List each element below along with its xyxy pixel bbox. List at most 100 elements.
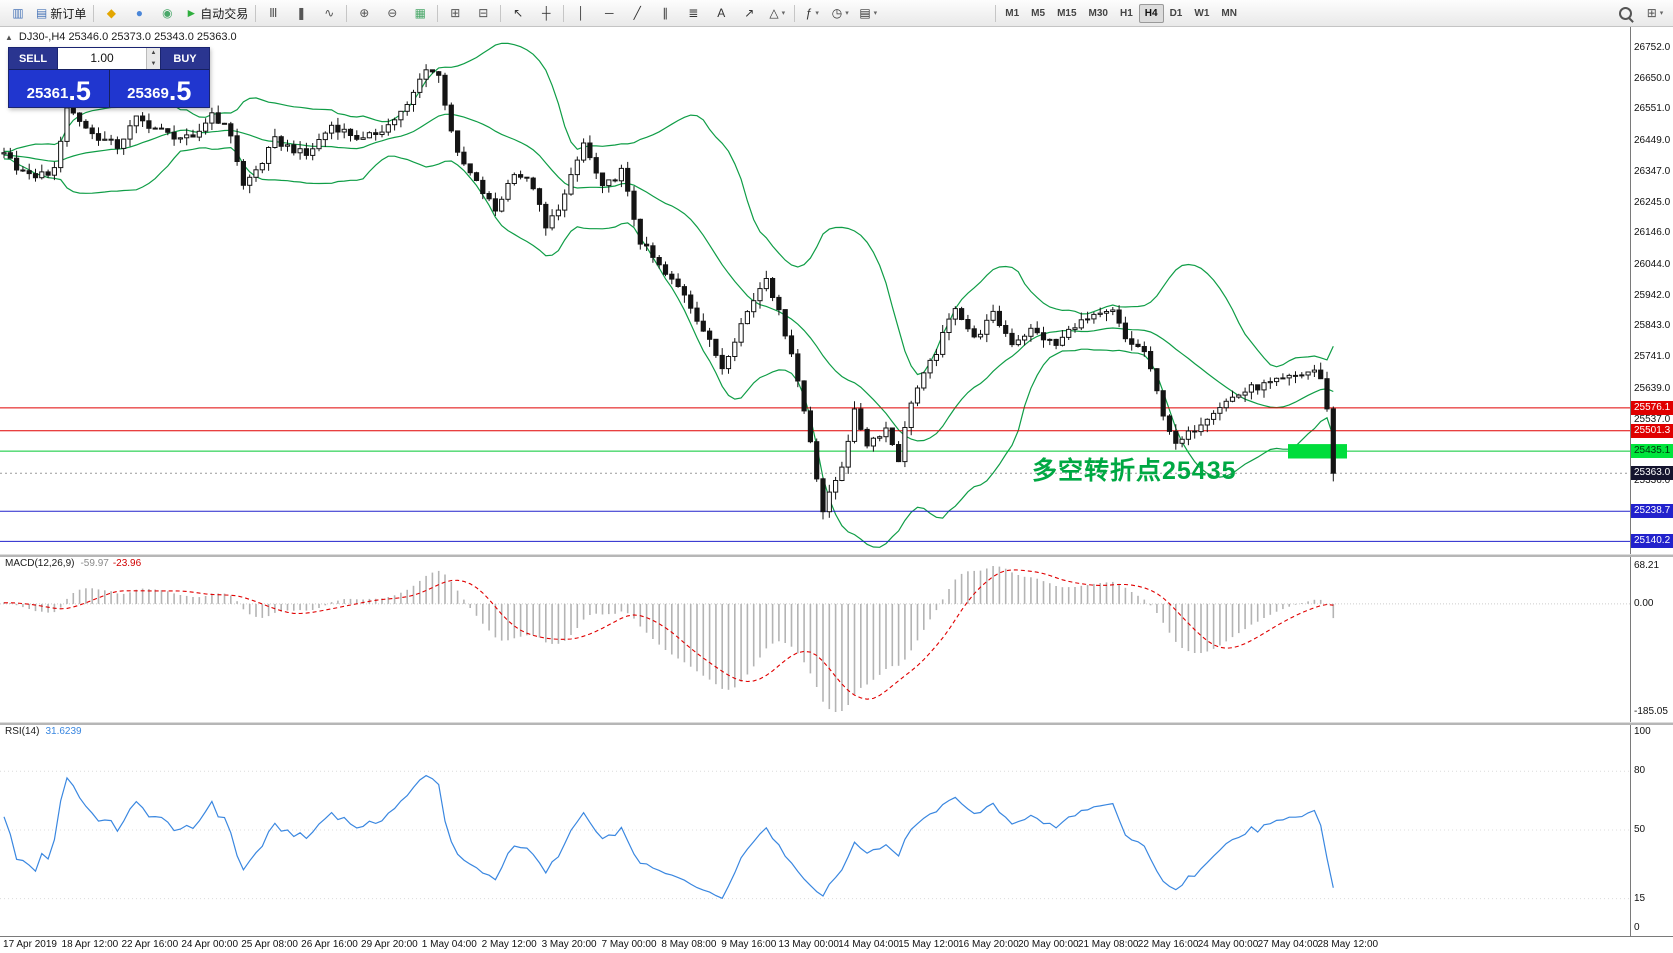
- time-label: 27 May 04:00: [1257, 939, 1319, 950]
- cursor-icon[interactable]: ↖: [504, 2, 532, 25]
- rsi-levels: [0, 770, 1631, 900]
- templates-icon[interactable]: ▤ ▾: [854, 2, 882, 25]
- toolbar-separator: [255, 4, 257, 22]
- new-order-button[interactable]: ▤ 新订单: [32, 2, 90, 25]
- price-tick-25942.0: 25942.0: [1634, 289, 1671, 301]
- volume-up-button[interactable]: ▲: [147, 48, 160, 59]
- collapse-icon[interactable]: ▲: [5, 32, 13, 42]
- market-icon[interactable]: ◉: [153, 2, 181, 25]
- new-chart-icon[interactable]: ⊞ ▾: [1641, 2, 1669, 25]
- rsi-scale-0: 0: [1634, 922, 1640, 933]
- charts-toggle-icon[interactable]: ▥: [4, 2, 32, 25]
- time-label: 22 Apr 16:00: [121, 939, 179, 950]
- zoom-out-icon[interactable]: ⊖: [378, 2, 406, 25]
- periods-icon[interactable]: ◷ ▾: [826, 2, 854, 25]
- price-tick-25741.0: 25741.0: [1634, 351, 1671, 363]
- one-click-trading-panel: SELL 1.00 ▲ ▼ BUY 25361.5 25369.5: [8, 47, 210, 108]
- price-tag-25140.2: 25140.2: [1631, 534, 1673, 549]
- timeframe-m5[interactable]: M5: [1031, 7, 1046, 19]
- tile-windows-icon-glyph: ⊞: [450, 6, 461, 20]
- price-tick-26146.0: 26146.0: [1634, 227, 1671, 239]
- sell-price-main: 25361: [26, 85, 69, 102]
- price-tag-25238.7: 25238.7: [1631, 504, 1673, 519]
- time-label: 16 May 20:00: [958, 939, 1019, 950]
- time-label: 1 May 04:00: [421, 939, 477, 950]
- charts-toggle-icon-glyph: ▥: [12, 6, 24, 20]
- volume-field[interactable]: 1.00 ▲ ▼: [57, 48, 161, 69]
- grid-icon[interactable]: ▦: [406, 2, 434, 25]
- text-icon[interactable]: A: [707, 2, 735, 25]
- new-order-button-glyph: ▤: [36, 6, 48, 20]
- chart-line-icon-glyph: ∿: [324, 6, 335, 20]
- trendline-icon[interactable]: ╱: [623, 2, 651, 25]
- community-icon-glyph: ●: [135, 6, 143, 20]
- chevron-down-icon: ▾: [873, 10, 878, 17]
- price-scale[interactable]: 26752.0 26650.0 26551.0 26449.0 26347.0 26245…: [1630, 27, 1673, 936]
- timeframe-m1[interactable]: M1: [1005, 7, 1020, 19]
- tile-windows-icon[interactable]: ⊞: [441, 2, 469, 25]
- buy-button[interactable]: BUY: [161, 48, 209, 69]
- rsi-scale-100: 100: [1634, 726, 1651, 737]
- main-price-pane[interactable]: [0, 27, 1631, 554]
- rsi-pane[interactable]: [0, 724, 1631, 936]
- timeframe-w1[interactable]: W1: [1194, 7, 1210, 19]
- time-label: 15 May 12:00: [898, 939, 959, 950]
- toolbar-separator: [995, 4, 997, 22]
- search-icon[interactable]: [1613, 2, 1641, 25]
- shapes-icon[interactable]: △ ▾: [763, 2, 791, 25]
- bollinger-bands: [3, 42, 1334, 548]
- vertical-line-icon[interactable]: │: [567, 2, 595, 25]
- horizontal-line-icon[interactable]: ─: [595, 2, 623, 25]
- macd-signal-value: -23.96: [112, 558, 142, 569]
- indicators-icon[interactable]: ƒ ▾: [798, 2, 826, 25]
- market-icon-glyph: ◉: [162, 6, 173, 20]
- chart-bars-icon-glyph: Ⅲ: [269, 6, 278, 20]
- zoom-in-icon[interactable]: ⊕: [350, 2, 378, 25]
- rsi-line: [3, 774, 1334, 900]
- timeframe-m15[interactable]: M15: [1057, 7, 1077, 19]
- volume-value[interactable]: 1.00: [90, 51, 114, 65]
- timeframe-mn[interactable]: MN: [1221, 7, 1237, 19]
- time-axis[interactable]: 17 Apr 2019 18 Apr 12:00 22 Apr 16:00 24 Ap…: [0, 936, 1673, 953]
- price-tick-26347.0: 26347.0: [1634, 165, 1671, 177]
- fibonacci-icon[interactable]: ≣: [679, 2, 707, 25]
- crosshair-icon[interactable]: ┼: [532, 2, 560, 25]
- price-tick-26551.0: 26551.0: [1634, 103, 1671, 115]
- autotrading-button[interactable]: ► 自动交易: [181, 2, 252, 25]
- cascade-windows-icon[interactable]: ⊟: [469, 2, 497, 25]
- sell-button[interactable]: SELL: [9, 48, 57, 69]
- volume-down-button[interactable]: ▼: [147, 58, 160, 69]
- arrow-tools-icon[interactable]: ↗: [735, 2, 763, 25]
- new-chart-icon-glyph: ⊞: [1646, 6, 1657, 20]
- highlight-rectangle[interactable]: [1288, 444, 1347, 459]
- price-tick-26044.0: 26044.0: [1634, 258, 1671, 270]
- chart-bars-icon[interactable]: Ⅲ: [259, 2, 287, 25]
- chart-annotation-text[interactable]: 多空转折点25435: [1032, 457, 1237, 485]
- chevron-down-icon: ▾: [845, 10, 849, 17]
- timeframe-h4[interactable]: H4: [1138, 3, 1164, 23]
- community-icon[interactable]: ●: [125, 2, 153, 25]
- macd-scale--185.05: -185.05: [1634, 706, 1668, 717]
- time-label: 14 May 04:00: [838, 939, 899, 950]
- time-label: 2 May 12:00: [481, 939, 537, 950]
- price-tag-25501.3: 25501.3: [1631, 423, 1673, 438]
- pane-splitter[interactable]: [0, 554, 1673, 557]
- chart-line-icon[interactable]: ∿: [315, 2, 343, 25]
- channel-icon[interactable]: ∥: [651, 2, 679, 25]
- chart-window[interactable]: ▲ DJ30-,H4 25346.0 25373.0 25343.0 25363…: [0, 27, 1673, 953]
- candlesticks[interactable]: [1, 64, 1336, 520]
- sell-price-pips: .5: [68, 76, 91, 106]
- price-tick-26245.0: 26245.0: [1634, 197, 1671, 209]
- metaeditor-icon[interactable]: ◆: [97, 2, 125, 25]
- timeframe-d1[interactable]: D1: [1169, 7, 1183, 19]
- timeframe-m30[interactable]: M30: [1088, 7, 1108, 19]
- sell-price-display[interactable]: 25361.5: [9, 70, 109, 107]
- chart-candles-icon[interactable]: ❚: [287, 2, 315, 25]
- buy-price-main: 25369: [127, 85, 169, 102]
- macd-pane[interactable]: [0, 556, 1631, 722]
- price-tick-26650.0: 26650.0: [1634, 73, 1671, 85]
- pane-splitter[interactable]: [0, 722, 1673, 725]
- buy-price-display[interactable]: 25369.5: [108, 70, 210, 107]
- timeframe-h1[interactable]: H1: [1119, 7, 1133, 19]
